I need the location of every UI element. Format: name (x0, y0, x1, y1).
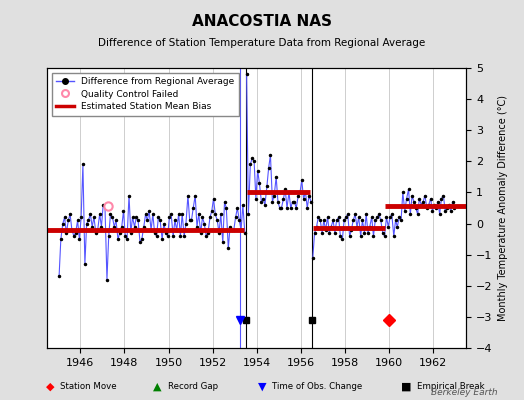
Text: Record Gap: Record Gap (168, 382, 218, 391)
Text: ▲: ▲ (153, 382, 161, 391)
Text: Empirical Break: Empirical Break (417, 382, 484, 391)
Y-axis label: Monthly Temperature Anomaly Difference (°C): Monthly Temperature Anomaly Difference (… (498, 95, 508, 321)
Text: Berkeley Earth: Berkeley Earth (431, 388, 498, 397)
Text: ◆: ◆ (46, 382, 54, 391)
Text: Difference of Station Temperature Data from Regional Average: Difference of Station Temperature Data f… (99, 38, 425, 48)
Text: Station Move: Station Move (60, 382, 117, 391)
Text: ■: ■ (401, 382, 411, 391)
Text: Time of Obs. Change: Time of Obs. Change (272, 382, 363, 391)
Text: ▼: ▼ (258, 382, 266, 391)
Text: ANACOSTIA NAS: ANACOSTIA NAS (192, 14, 332, 29)
Legend: Difference from Regional Average, Quality Control Failed, Estimated Station Mean: Difference from Regional Average, Qualit… (52, 72, 239, 116)
